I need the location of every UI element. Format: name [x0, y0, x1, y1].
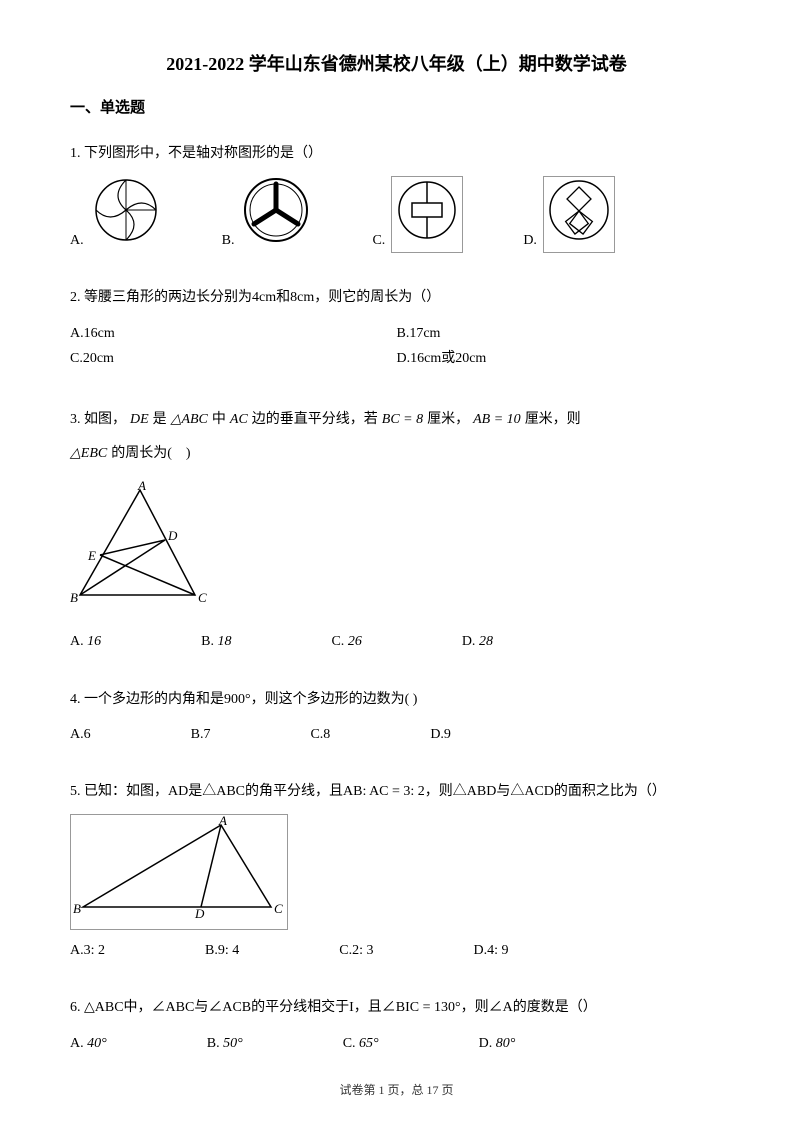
q3-ab: AB = 10 [473, 403, 521, 437]
svg-text:B: B [70, 590, 78, 605]
q3-options: A. 16 B. 18 C. 26 D. 28 [70, 629, 723, 654]
q3-p4: 边的垂直平分线，若 [252, 403, 378, 437]
q6-d-l: D. [479, 1036, 493, 1051]
q3-b-l: B. [201, 634, 214, 649]
q3-ac: AC [230, 403, 248, 437]
q3-p1: 3. 如图， [70, 403, 126, 437]
svg-text:B: B [73, 901, 81, 916]
q5-a: A.3: 2 [70, 938, 105, 963]
question-2: 2. 等腰三角形的两边长分别为4cm和8cm，则它的周长为（） A.16cm B… [70, 285, 723, 371]
q4-d: D.9 [430, 722, 451, 747]
q6-a-l: A. [70, 1036, 84, 1051]
q1-opt-c: C. [372, 176, 463, 253]
q2-a: A.16cm [70, 321, 397, 346]
q5-c: C.2: 3 [339, 938, 373, 963]
q1-opt-b: B. [222, 176, 313, 253]
svg-text:D: D [194, 906, 205, 920]
q3-p2: 是 [153, 403, 167, 437]
q1-opt-d: D. [523, 176, 615, 253]
q3-d-v: 28 [479, 634, 493, 649]
q1-d-label: D. [523, 228, 537, 253]
q4-b: B.7 [191, 722, 211, 747]
q6-d: D. 80° [479, 1031, 516, 1056]
q1-d-icon [543, 176, 615, 253]
q6-b: B. 50° [207, 1031, 243, 1056]
svg-text:C: C [198, 590, 207, 605]
q3-b: B. 18 [201, 629, 231, 654]
q3-abc: △ABC [171, 403, 208, 437]
svg-text:E: E [87, 548, 96, 563]
q1-c-label: C. [372, 228, 385, 253]
svg-text:D: D [167, 528, 178, 543]
q4-a: A.6 [70, 722, 91, 747]
q6-c-v: 65° [359, 1036, 379, 1051]
q1-b-label: B. [222, 228, 235, 253]
q3-a-l: A. [70, 634, 84, 649]
q3-de: DE [130, 403, 149, 437]
q3-c: C. 26 [331, 629, 361, 654]
q1-a-icon [90, 176, 162, 253]
q5-b: B.9: 4 [205, 938, 239, 963]
q6-d-v: 80° [496, 1036, 516, 1051]
q3-ebc: △EBC [70, 437, 107, 471]
svg-text:A: A [218, 815, 227, 828]
question-6: 6. △ABC中，∠ABC与∠ACB的平分线相交于I，且∠BIC = 130°，… [70, 995, 723, 1055]
q3-text: 3. 如图， DE 是 △ABC 中 AC 边的垂直平分线，若 BC = 8 厘… [70, 403, 723, 437]
q6-a-v: 40° [87, 1036, 107, 1051]
q3-b-v: 18 [217, 634, 231, 649]
q3-p5: 厘米， [427, 403, 469, 437]
q3-p3: 中 [212, 403, 226, 437]
q1-a-label: A. [70, 228, 84, 253]
svg-text:A: A [137, 480, 146, 493]
q5-d: D.4: 9 [473, 938, 508, 963]
q1-opt-a: A. [70, 176, 162, 253]
q3-a-v: 16 [87, 634, 101, 649]
q2-options: A.16cm B.17cm C.20cm D.16cm或20cm [70, 321, 723, 371]
q3-a: A. 16 [70, 629, 101, 654]
q3-text-2: △EBC 的周长为( ) [70, 437, 723, 471]
q5-figure: A B C D [70, 814, 288, 930]
question-1: 1. 下列图形中，不是轴对称图形的是（） A. B. [70, 141, 723, 253]
q3-figure: A B C D E [70, 480, 723, 619]
q2-d: D.16cm或20cm [397, 346, 724, 371]
q3-p6: 厘米，则 [525, 403, 581, 437]
q6-c: C. 65° [343, 1031, 379, 1056]
q4-c: C.8 [310, 722, 330, 747]
q4-text: 4. 一个多边形的内角和是900°，则这个多边形的边数为( ) [70, 687, 723, 712]
q5-text: 5. 已知：如图，AD是△ABC的角平分线，且AB: AC = 3: 2，则△A… [70, 779, 723, 804]
q6-text: 6. △ABC中，∠ABC与∠ACB的平分线相交于I，且∠BIC = 130°，… [70, 995, 723, 1020]
q1-text: 1. 下列图形中，不是轴对称图形的是（） [70, 141, 723, 166]
page-title: 2021-2022 学年山东省德州某校八年级（上）期中数学试卷 [70, 50, 723, 76]
question-4: 4. 一个多边形的内角和是900°，则这个多边形的边数为( ) A.6 B.7 … [70, 687, 723, 747]
q3-c-v: 26 [348, 634, 362, 649]
q5-options: A.3: 2 B.9: 4 C.2: 3 D.4: 9 [70, 938, 723, 963]
q2-c: C.20cm [70, 346, 397, 371]
q6-a: A. 40° [70, 1031, 107, 1056]
q3-d: D. 28 [462, 629, 493, 654]
q2-b: B.17cm [397, 321, 724, 346]
q2-text: 2. 等腰三角形的两边长分别为4cm和8cm，则它的周长为（） [70, 285, 723, 310]
question-5: 5. 已知：如图，AD是△ABC的角平分线，且AB: AC = 3: 2，则△A… [70, 779, 723, 964]
q1-c-icon [391, 176, 463, 253]
q6-b-l: B. [207, 1036, 220, 1051]
q6-c-l: C. [343, 1036, 356, 1051]
page-footer: 试卷第 1 页，总 17 页 [0, 1081, 793, 1098]
q3-p7: 的周长为( ) [111, 437, 190, 471]
q3-d-l: D. [462, 634, 476, 649]
q1-options: A. B. [70, 176, 723, 253]
q6-b-v: 50° [223, 1036, 243, 1051]
q3-bc: BC = 8 [382, 403, 423, 437]
question-3: 3. 如图， DE 是 △ABC 中 AC 边的垂直平分线，若 BC = 8 厘… [70, 403, 723, 655]
q1-b-icon [240, 176, 312, 253]
svg-text:C: C [274, 901, 283, 916]
q6-options: A. 40° B. 50° C. 65° D. 80° [70, 1031, 723, 1056]
section-header: 一、单选题 [70, 96, 723, 117]
q4-options: A.6 B.7 C.8 D.9 [70, 722, 723, 747]
q3-c-l: C. [331, 634, 344, 649]
